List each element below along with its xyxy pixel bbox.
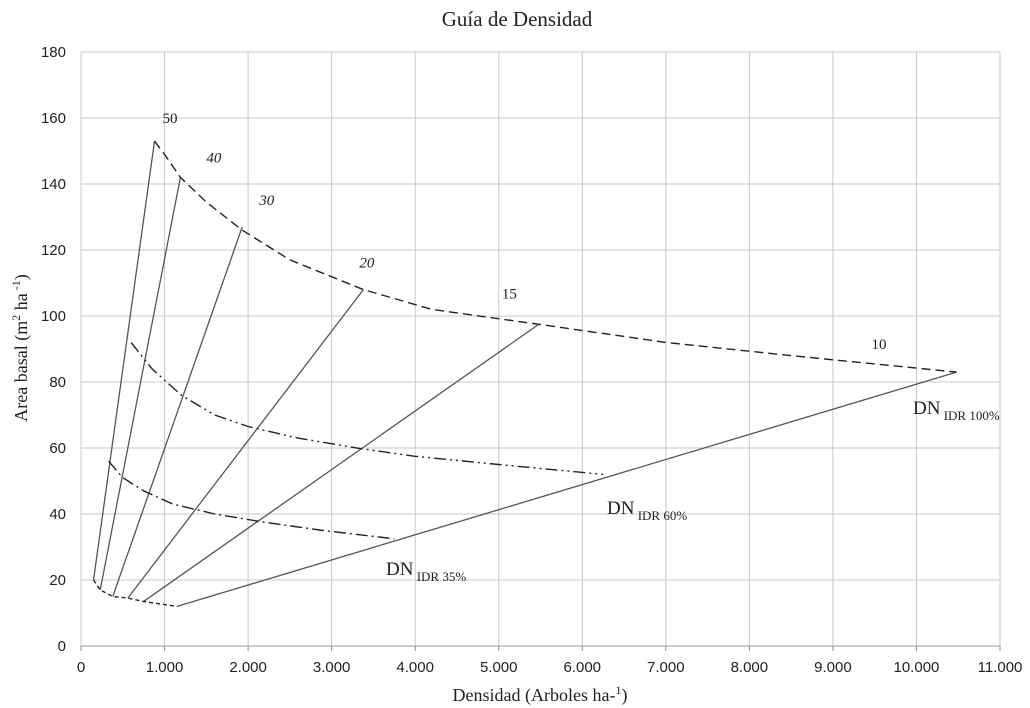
diameter-lines [92,141,957,608]
idr-curve-1 [130,341,604,476]
idr-curves [92,140,957,608]
diameter-label-10: 10 [872,337,887,353]
y-tick-label: 160 [41,110,66,127]
idr-curve-0 [153,140,957,373]
curve-label-sub: IDR 60% [634,508,687,523]
curve-label-main: DN [607,498,635,519]
diameter-line-15 [143,323,540,602]
diameter-line-50 [92,141,156,581]
x-tick-labels: 0 1.000 2.000 3.000 4.000 5.000 6.000 7.000 8.00… [77,659,1023,676]
diameter-line-20 [127,289,364,599]
curve-label-main: DN [386,559,414,580]
curve-label-main: DN [913,398,941,419]
y-tick-label: 0 [58,638,66,655]
idr-curve-3 [92,579,178,608]
x-tick-label: 10.000 [894,659,940,676]
x-tick-label: 3.000 [313,659,351,676]
y-tick-label: 180 [41,44,66,61]
x-tick-label: 11.000 [978,659,1023,676]
x-tick-label: 1.000 [146,659,184,676]
idr-curve-2 [108,460,395,540]
y-tick-label: 60 [49,440,66,457]
diameter-label-20: 20 [359,256,375,272]
curve-label-sub: IDR 100% [940,408,999,423]
x-tick-label: 8.000 [731,659,769,676]
y-tick-label: 40 [49,506,66,523]
x-tick-label: 5.000 [480,659,518,676]
diameter-label-30: 30 [258,193,275,209]
diameter-label-50: 50 [163,111,178,127]
curve-label-sub: IDR 35% [413,569,466,584]
y-tick-label: 120 [41,242,66,259]
diameter-line-40 [99,177,182,591]
diameter-label-40: 40 [206,150,222,166]
curve-label-0: DN IDR 100% [913,398,1000,423]
x-tick-label: 0 [77,659,85,676]
x-tick-label: 2.000 [229,659,267,676]
x-tick-label: 6.000 [563,659,601,676]
diameter-line-10 [176,371,957,608]
x-tick-label: 9.000 [814,659,852,676]
x-tick-label: 4.000 [396,659,434,676]
y-tick-labels: 0 20 40 60 80 100 120 140 160 180 [41,44,66,655]
diameter-labels: 50 40 30 20 15 10 [163,111,887,353]
y-tick-label: 140 [41,176,66,193]
diameter-line-30 [112,226,243,597]
curve-label-2: DN IDR 35% [386,559,466,584]
x-tick-label: 7.000 [647,659,685,676]
curve-labels: DN IDR 100%DN IDR 60%DN IDR 35% [386,398,1000,584]
diameter-label-15: 15 [502,286,517,302]
y-tick-label: 20 [49,572,66,589]
y-tick-label: 100 [41,308,66,325]
y-axis-title: Area basal (m2 ha -1) [9,274,32,421]
curve-label-1: DN IDR 60% [607,498,687,523]
x-axis-title: Densidad (Arboles ha-1) [453,683,628,706]
chart-title: Guía de Densidad [442,7,593,31]
y-tick-label: 80 [49,374,66,391]
grid [80,51,1001,651]
